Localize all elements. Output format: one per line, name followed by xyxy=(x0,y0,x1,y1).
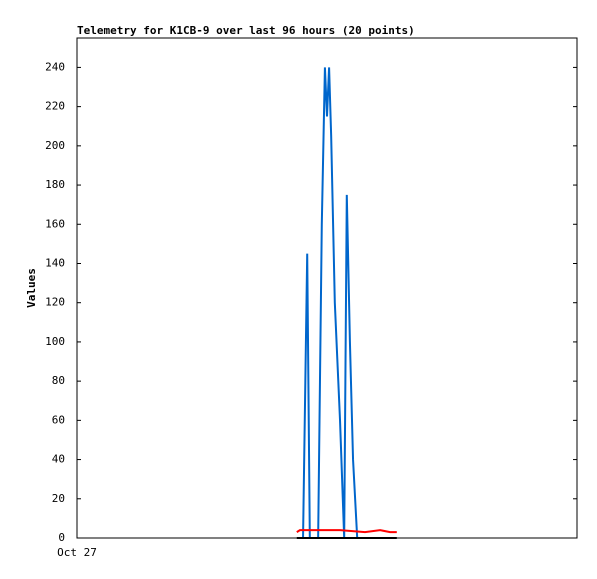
x-tick-label: Oct 27 xyxy=(57,546,97,559)
series-line xyxy=(296,529,397,534)
y-tick-label: 160 xyxy=(45,217,65,230)
y-axis-label: Values xyxy=(25,268,38,308)
y-tick-label: 20 xyxy=(52,492,65,505)
y-tick-label: 100 xyxy=(45,335,65,348)
y-tick-label: 60 xyxy=(52,413,65,426)
y-tick-label: 200 xyxy=(45,139,65,152)
y-tick-label: 240 xyxy=(45,60,65,73)
chart-title: Telemetry for K1CB-9 over last 96 hours … xyxy=(77,24,415,37)
y-tick-label: 40 xyxy=(52,453,65,466)
y-tick-label: 80 xyxy=(52,374,65,387)
y-tick-label: 220 xyxy=(45,100,65,113)
y-tick-label: 120 xyxy=(45,296,65,309)
y-tick-label: 180 xyxy=(45,178,65,191)
y-tick-label: 140 xyxy=(45,256,65,269)
y-tick-label: 0 xyxy=(58,531,65,544)
